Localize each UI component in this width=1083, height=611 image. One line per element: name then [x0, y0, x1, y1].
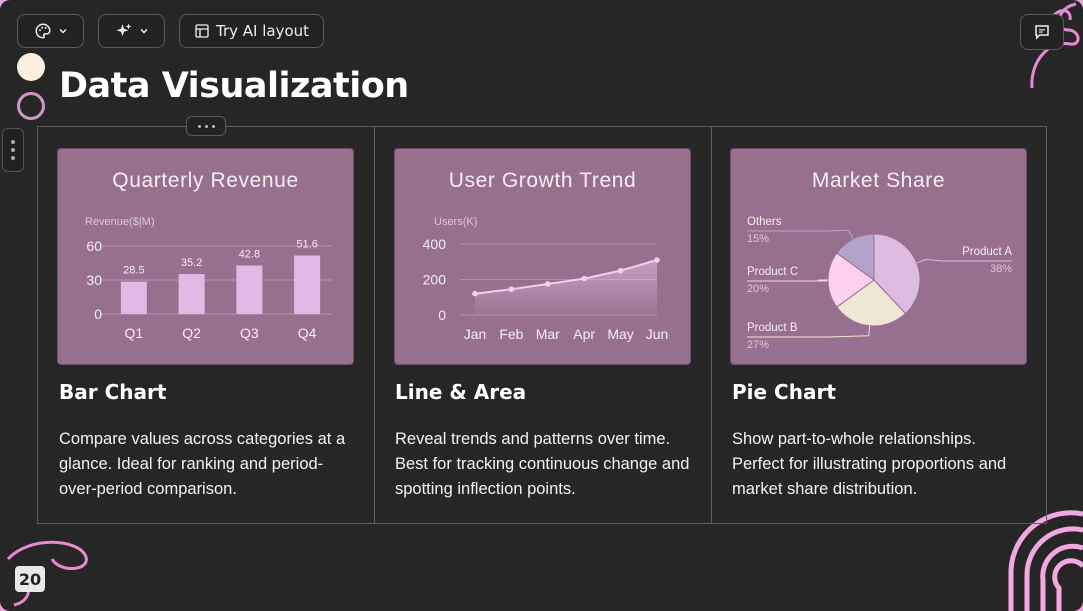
- data-point: [545, 281, 551, 287]
- column-description-line: Reveal trends and patterns over time. Be…: [395, 430, 690, 498]
- area-chart: Users(K) 0 200 400 Jan Feb Mar Apr May Jun: [423, 216, 669, 342]
- slice-label: Product C: [747, 266, 798, 278]
- bar: [236, 265, 263, 314]
- ai-menu-button[interactable]: [98, 14, 165, 48]
- x-tick-label: Mar: [536, 326, 560, 342]
- pie-chart-card: Market Share Product A 38% Product B 27% Pro…: [730, 148, 1027, 365]
- line-chart-card: User Growth Trend Users(K) 0 200 400 Jan Feb M…: [394, 148, 691, 365]
- y-tick-label: 200: [423, 272, 447, 288]
- palette-icon: [35, 23, 51, 39]
- theme-menu-button[interactable]: [17, 14, 84, 48]
- column-heading-pie: Pie Chart: [732, 380, 836, 404]
- chart-title: Market Share: [811, 169, 946, 192]
- x-tick-label: Q2: [182, 325, 201, 341]
- data-point: [654, 257, 660, 263]
- x-tick-label: Jan: [464, 326, 487, 342]
- layout-icon: [195, 24, 209, 38]
- x-tick-label: Jun: [646, 326, 669, 342]
- data-label: 42.8: [239, 248, 260, 260]
- bar: [120, 281, 147, 314]
- three-column-layout: [37, 126, 1047, 524]
- slice-percent: 20%: [747, 283, 769, 295]
- pie-chart: Product A 38% Product B 27% Product C 20% Othe…: [747, 216, 1012, 351]
- x-tick-label: Q3: [240, 325, 259, 341]
- y-axis-label: Users(K): [434, 216, 477, 228]
- theme-color-swatch-cream[interactable]: [17, 53, 45, 81]
- pie-slice: [827, 252, 875, 308]
- comment-icon: [1035, 25, 1049, 40]
- slice-percent: 27%: [747, 339, 769, 351]
- slice-percent: 38%: [990, 263, 1012, 275]
- y-axis-label: Revenue($|M): [85, 216, 155, 228]
- data-point: [617, 267, 624, 274]
- data-label: 28.5: [123, 265, 144, 277]
- data-point: [472, 290, 478, 297]
- chart-title: User Growth Trend: [448, 169, 637, 192]
- slice-label: Product B: [747, 322, 798, 334]
- series-line: [474, 259, 658, 295]
- data-point: [508, 286, 515, 293]
- slide-title: Data Visualization: [59, 66, 409, 106]
- column-description-pie: Show part-to-whole relationships. Perfec…: [732, 430, 1007, 498]
- data-point: [581, 275, 587, 282]
- slice-label: Others: [747, 216, 782, 228]
- leader-line: [747, 229, 854, 240]
- y-tick-label: 60: [86, 238, 102, 254]
- slide-drag-handle[interactable]: [2, 128, 24, 172]
- x-tick-label: Q1: [125, 325, 144, 341]
- bar-chart-card: Quarterly Revenue Revenue($|M) 0 30 60 28.5 Q…: [57, 148, 354, 365]
- slice-percent: 15%: [747, 233, 769, 245]
- chart-title: Quarterly Revenue: [112, 169, 299, 192]
- bar: [294, 255, 321, 314]
- leader-line: [747, 279, 828, 282]
- theme-color-swatch-ring[interactable]: [17, 92, 45, 120]
- data-label: 35.2: [181, 257, 202, 269]
- chevron-down-icon: [139, 28, 148, 34]
- column-heading-bar: Bar Chart: [59, 380, 167, 404]
- chevron-down-icon: [58, 28, 67, 34]
- sparkle-icon: [116, 23, 131, 37]
- column-heading-line: Line & Area: [395, 380, 527, 404]
- x-tick-label: May: [607, 326, 633, 342]
- try-ai-layout-label: Try AI layout: [215, 22, 310, 40]
- page-number: 20: [15, 566, 45, 592]
- y-tick-label: 400: [423, 236, 447, 252]
- bar: [178, 274, 205, 314]
- leader-line: [747, 325, 871, 338]
- y-tick-label: 30: [86, 272, 102, 288]
- x-tick-label: Q4: [298, 325, 317, 341]
- try-ai-layout-button[interactable]: Try AI layout: [179, 14, 324, 48]
- area-fill: [475, 259, 657, 315]
- x-tick-label: Feb: [499, 326, 523, 342]
- y-tick-label: 0: [94, 306, 102, 322]
- leader-line: [916, 258, 1012, 264]
- comment-button[interactable]: [1020, 14, 1064, 50]
- bar-chart: Revenue($|M) 0 30 60 28.5 Q1 35.2 Q2 42.8 Q3 51.6 Q…: [85, 216, 332, 341]
- slice-label: Product A: [962, 246, 1012, 258]
- x-tick-label: Apr: [573, 326, 595, 342]
- row-options-handle[interactable]: [186, 116, 226, 136]
- data-label: 51.6: [296, 239, 317, 251]
- column-description-bar: Compare values across categories at a gl…: [59, 430, 346, 498]
- y-tick-label: 0: [438, 307, 446, 323]
